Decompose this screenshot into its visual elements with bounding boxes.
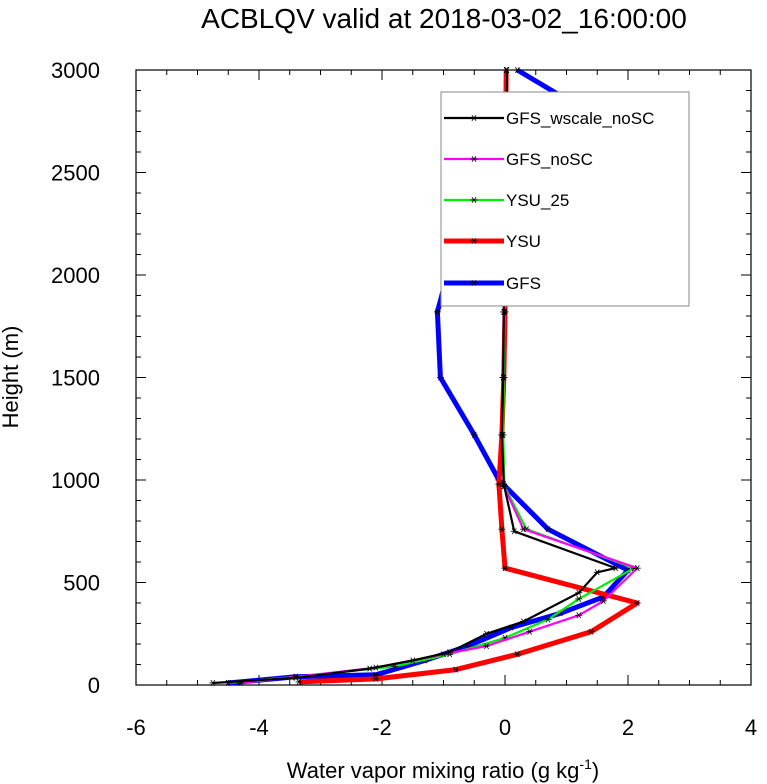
y-axis-label: Height (m) — [0, 326, 23, 429]
legend-marker — [470, 279, 478, 287]
y-tick-label: 500 — [63, 571, 100, 596]
data-point-ysu — [498, 526, 506, 533]
data-point-ysu — [513, 651, 521, 658]
data-point-ysu-25 — [575, 595, 583, 602]
data-point-gfs-wscale-nosc — [500, 481, 508, 488]
data-point-gfs-wscale-nosc — [483, 630, 491, 637]
data-point-gfs-wscale-nosc — [366, 665, 374, 672]
y-tick-label: 3000 — [51, 58, 100, 83]
legend-label: GFS_wscale_noSC — [506, 109, 654, 128]
legend-label: YSU_25 — [506, 191, 569, 210]
y-tick-labels: 0 500 1000 1500 2000 2500 3000 — [51, 58, 100, 698]
data-point-gfs — [544, 526, 552, 533]
data-point-gfs-wscale-nosc — [292, 674, 300, 681]
legend-marker — [470, 196, 478, 204]
legend-item-gfs-nosc: GFS_noSC — [444, 150, 593, 169]
data-point-gfs-wscale-nosc — [503, 66, 511, 74]
legend-label: YSU — [506, 232, 541, 251]
data-point-ysu-25 — [544, 616, 552, 623]
x-axis-label-sup: -1 — [579, 756, 592, 772]
data-point-gfs-wscale-nosc — [499, 374, 507, 381]
chart-title: ACBLQV valid at 2018-03-02_16:00:00 — [201, 3, 687, 34]
data-point-gfs-wscale-nosc — [498, 431, 506, 438]
legend-label: GFS — [506, 274, 541, 293]
data-point-gfs-wscale-nosc — [500, 308, 508, 315]
x-tick-label: 0 — [499, 715, 511, 740]
data-point-gfs-wscale-nosc — [519, 618, 527, 625]
legend-marker — [470, 237, 478, 245]
data-point-gfs-nosc — [633, 565, 641, 572]
y-tick-label: 2000 — [51, 263, 100, 288]
y-tick-label: 1500 — [51, 366, 100, 391]
data-point-gfs-wscale-nosc — [510, 528, 518, 535]
data-point-gfs-wscale-nosc — [593, 569, 601, 576]
x-tick-labels: -6 -4 -2 0 2 4 — [126, 715, 757, 740]
data-point-gfs — [513, 66, 521, 74]
data-point-gfs-nosc — [575, 612, 583, 619]
legend-marker — [470, 155, 478, 163]
data-point-ysu — [501, 565, 509, 572]
legend-label: GFS_noSC — [506, 150, 593, 169]
legend: GFS_wscale_noSC GFS_noSC YSU_25 YSU GFS — [440, 91, 690, 307]
data-point-gfs-wscale-nosc — [409, 657, 417, 664]
data-point-gfs-wscale-nosc — [209, 679, 217, 686]
data-point-gfs — [470, 431, 478, 438]
y-tick-label: 2500 — [51, 161, 100, 186]
data-point-gfs-nosc — [599, 597, 607, 604]
data-point-ysu — [372, 675, 380, 682]
x-axis-label: Water vapor mixing ratio (g kg-1) — [287, 756, 599, 783]
x-axis-label-main: Water vapor mixing ratio (g kg — [287, 758, 580, 783]
x-tick-label: 2 — [622, 715, 634, 740]
y-tick-label: 1000 — [51, 468, 100, 493]
x-tick-label: 4 — [745, 715, 757, 740]
data-point-gfs-wscale-nosc — [575, 589, 583, 596]
data-point-ysu — [587, 628, 595, 635]
legend-marker — [470, 114, 478, 122]
x-tick-label: -6 — [126, 715, 146, 740]
data-point-gfs-nosc — [526, 628, 534, 635]
data-point-gfs-nosc — [519, 526, 527, 533]
data-point-gfs — [433, 308, 441, 315]
data-point-gfs-wscale-nosc — [612, 565, 620, 572]
data-point-ysu — [633, 599, 641, 607]
data-point-gfs — [436, 374, 444, 381]
data-point-gfs-wscale-nosc — [446, 649, 454, 656]
x-tick-label: -2 — [372, 715, 392, 740]
legend-item-ysu-25: YSU_25 — [444, 191, 569, 210]
data-point-gfs-nosc — [483, 643, 491, 650]
x-tick-label: -4 — [249, 715, 269, 740]
y-tick-label: 0 — [88, 673, 100, 698]
legend-item-gfs: GFS — [444, 274, 541, 293]
legend-item-gfs-wscale-nosc: GFS_wscale_noSC — [444, 109, 654, 128]
x-axis-label-end: ) — [592, 758, 599, 783]
data-point-ysu — [452, 666, 460, 673]
legend-entries: GFS_wscale_noSC GFS_noSC YSU_25 YSU GFS — [444, 109, 654, 293]
axis-ticks — [135, 69, 752, 686]
legend-item-ysu: YSU — [444, 232, 541, 251]
